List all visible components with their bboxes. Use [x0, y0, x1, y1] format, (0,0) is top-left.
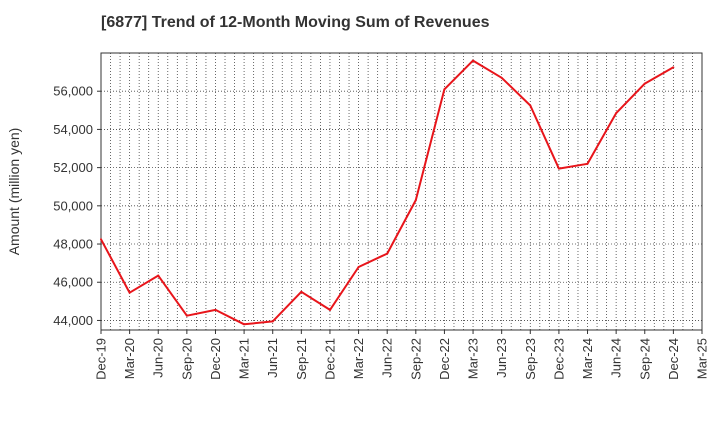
data-point — [472, 59, 475, 62]
data-point — [615, 112, 618, 115]
x-tick-label: Jun-22 — [380, 338, 395, 378]
x-tick-label: Mar-21 — [237, 338, 252, 379]
x-tick-label: Jun-23 — [494, 338, 509, 378]
x-tick-label: Sep-21 — [294, 338, 309, 380]
y-tick-label: 52,000 — [53, 160, 93, 175]
series-layer — [100, 59, 675, 326]
data-point — [414, 199, 417, 202]
data-point — [643, 82, 646, 85]
data-point — [214, 308, 217, 311]
data-point — [128, 291, 131, 294]
x-tick-label: Mar-22 — [351, 338, 366, 379]
y-tick-label: 48,000 — [53, 237, 93, 252]
data-point — [243, 323, 246, 326]
y-tick-label: 46,000 — [53, 275, 93, 290]
data-point — [100, 238, 102, 241]
x-tick-label: Sep-24 — [637, 338, 652, 380]
data-point — [500, 76, 503, 79]
y-tick-label: 56,000 — [53, 84, 93, 99]
data-point — [357, 265, 360, 268]
x-tick-label: Mar-25 — [695, 338, 710, 379]
data-point — [557, 167, 560, 170]
x-tick-label: Jun-20 — [151, 338, 166, 378]
x-tick-label: Dec-21 — [322, 338, 337, 380]
x-tick-label: Mar-20 — [122, 338, 137, 379]
x-tick-label: Mar-24 — [580, 338, 595, 379]
x-tick-label: Jun-21 — [265, 338, 280, 378]
x-tick-label: Sep-22 — [408, 338, 423, 380]
y-axis: 44,000 46,000 48,000 50,000 52,000 54,000 56,0… — [53, 84, 101, 328]
x-tick-label: Dec-24 — [666, 338, 681, 380]
x-tick-label: Dec-22 — [437, 338, 452, 380]
x-tick-label: Sep-20 — [179, 338, 194, 380]
grid — [101, 53, 702, 330]
data-point — [386, 252, 389, 255]
data-point — [586, 162, 589, 165]
y-axis-label: Amount (million yen) — [6, 128, 22, 256]
data-point — [672, 66, 675, 69]
data-point — [185, 314, 188, 317]
data-point — [157, 274, 160, 277]
chart-title: [6877] Trend of 12-Month Moving Sum of R… — [101, 14, 490, 31]
data-point — [271, 320, 274, 323]
data-point — [443, 88, 446, 91]
data-point — [328, 308, 331, 311]
y-tick-label: 50,000 — [53, 198, 93, 213]
x-tick-label: Jun-24 — [609, 338, 624, 378]
x-tick-label: Dec-23 — [551, 338, 566, 380]
x-tick-label: Dec-20 — [208, 338, 223, 380]
data-point — [529, 104, 532, 107]
data-point — [300, 290, 303, 293]
plot-border — [100, 52, 703, 331]
x-tick-label: Mar-23 — [466, 338, 481, 379]
x-axis: Dec-19 Mar-20 Jun-20 Sep-20 Dec-20 Mar-21 Jun-… — [94, 330, 710, 380]
x-tick-label: Dec-19 — [94, 338, 109, 380]
x-tick-label: Sep-23 — [523, 338, 538, 380]
y-tick-label: 54,000 — [53, 122, 93, 137]
y-tick-label: 44,000 — [53, 313, 93, 328]
